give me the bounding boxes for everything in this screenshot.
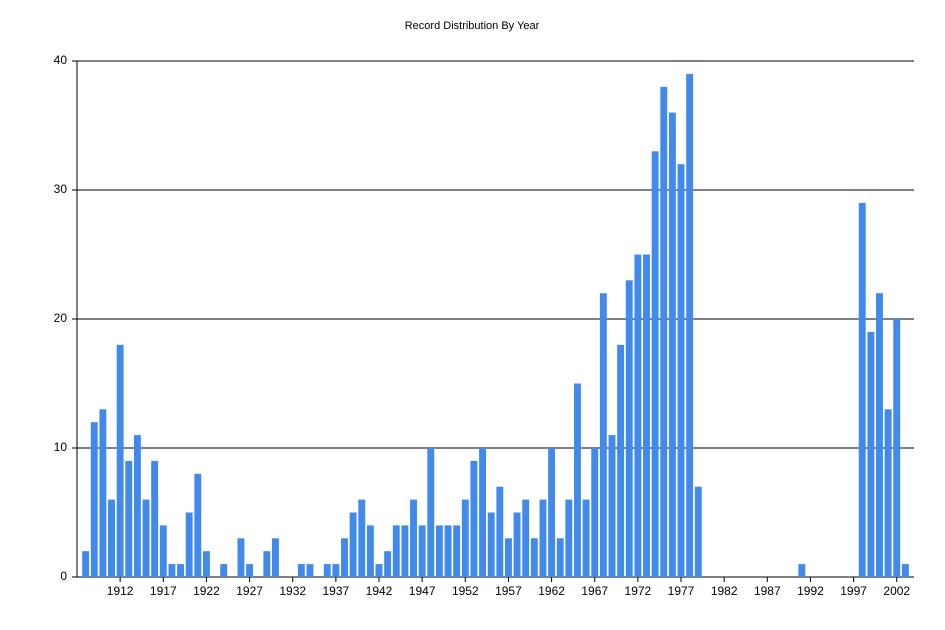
- bar: [884, 409, 892, 577]
- bar: [272, 538, 279, 577]
- bar: [246, 564, 254, 577]
- bar: [125, 460, 133, 577]
- x-tick-label: 2002: [883, 584, 910, 598]
- y-tick-label: 40: [54, 53, 68, 67]
- x-tick-label: 1917: [150, 584, 177, 598]
- bar: [444, 525, 452, 577]
- bar: [410, 499, 417, 577]
- bar: [375, 564, 383, 577]
- bar: [479, 448, 487, 577]
- bar: [177, 564, 184, 577]
- bar: [556, 538, 564, 577]
- bar: [116, 344, 124, 577]
- bar: [858, 202, 866, 577]
- bar: [582, 499, 590, 577]
- bar: [435, 525, 443, 577]
- bar: [677, 164, 685, 577]
- x-tick-label: 1982: [711, 584, 738, 598]
- bar: [634, 254, 642, 577]
- bar: [643, 254, 650, 577]
- bar: [366, 525, 374, 577]
- bar: [297, 564, 305, 577]
- bar: [427, 448, 435, 577]
- x-tick-label: 1947: [409, 584, 436, 598]
- bar: [487, 512, 495, 577]
- bar: [263, 551, 271, 577]
- bar: [306, 564, 314, 577]
- bar: [625, 280, 633, 577]
- x-tick-label: 1987: [754, 584, 781, 598]
- bar: [237, 538, 245, 577]
- x-tick-label: 1957: [495, 584, 522, 598]
- x-tick-label: 1997: [840, 584, 867, 598]
- bar: [142, 499, 150, 577]
- bar: [202, 551, 210, 577]
- bar: [90, 422, 98, 577]
- bar: [159, 525, 167, 577]
- x-tick-label: 1977: [668, 584, 695, 598]
- bar: [530, 538, 538, 577]
- bar: [660, 86, 668, 578]
- bar: [798, 564, 806, 577]
- bar: [496, 486, 504, 577]
- bar: [876, 293, 883, 577]
- bar: [901, 564, 909, 577]
- bar: [608, 435, 616, 577]
- x-tick-label: 1972: [625, 584, 652, 598]
- bar: [651, 151, 659, 578]
- bar: [384, 551, 392, 577]
- x-tick-label: 1992: [797, 584, 824, 598]
- x-tick-label: 1932: [279, 584, 306, 598]
- bar: [867, 331, 875, 577]
- bar: [574, 383, 581, 577]
- bar: [82, 551, 90, 577]
- bar: [323, 564, 331, 577]
- x-tick-label: 1942: [366, 584, 393, 598]
- chart-title: Record Distribution By Year: [405, 20, 540, 32]
- bar: [392, 525, 400, 577]
- bar: [668, 112, 676, 577]
- x-tick-label: 1937: [323, 584, 350, 598]
- bar: [617, 344, 625, 577]
- bar: [470, 460, 478, 577]
- bar: [893, 319, 901, 577]
- bar: [108, 499, 115, 577]
- bar: [332, 564, 340, 577]
- bar: [565, 499, 573, 577]
- bar: [220, 564, 228, 577]
- y-tick-label: 30: [54, 182, 68, 196]
- bar: [168, 564, 176, 577]
- bar: [548, 448, 556, 577]
- x-tick-label: 1967: [581, 584, 608, 598]
- bar: [401, 525, 409, 577]
- x-tick-label: 1927: [236, 584, 263, 598]
- bar: [504, 538, 512, 577]
- y-tick-label: 0: [60, 569, 67, 583]
- x-tick-label: 1912: [107, 584, 134, 598]
- bar: [694, 486, 702, 577]
- bar: [513, 512, 521, 577]
- bar: [453, 525, 461, 577]
- bar: [194, 473, 202, 577]
- bar: [418, 525, 426, 577]
- y-tick-label: 20: [54, 311, 68, 325]
- bar: [522, 499, 530, 577]
- bar: [133, 435, 141, 577]
- bar: [539, 499, 547, 577]
- bar: [349, 512, 357, 577]
- bar: [151, 460, 159, 577]
- y-tick-label: 10: [54, 440, 68, 454]
- bar: [185, 512, 193, 577]
- bar: [591, 448, 599, 577]
- bar: [461, 499, 469, 577]
- bar: [358, 499, 366, 577]
- x-tick-label: 1922: [193, 584, 220, 598]
- x-tick-label: 1952: [452, 584, 479, 598]
- x-tick-label: 1962: [538, 584, 565, 598]
- bar: [99, 409, 107, 577]
- bar: [686, 73, 694, 578]
- bar: [599, 293, 607, 577]
- bar: [341, 538, 348, 577]
